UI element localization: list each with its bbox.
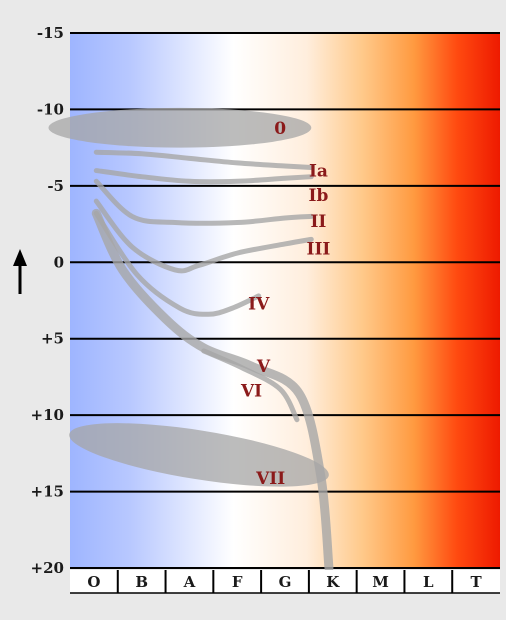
band-vi [201,348,300,423]
y-tick-label: -15 [37,24,64,42]
y-tick-label: +20 [31,559,64,577]
spectral-class-label: O [87,573,100,591]
label-ia: Ia [309,162,328,182]
y-tick-label: -5 [47,177,64,195]
spectral-class-label: M [372,573,389,591]
spectral-class-label: G [279,573,292,591]
band-ib [93,168,314,185]
band-iv [93,210,262,317]
y-axis-arrow-head [13,249,27,266]
y-tick-label: +10 [31,406,64,424]
label-v: V [256,357,271,377]
y-tick-label: +15 [31,483,64,501]
y-tick-label: 0 [54,253,64,271]
band-iii [93,198,314,274]
spectral-class-label: A [183,573,196,591]
label-iv: IV [248,295,270,315]
region-0 [48,107,312,148]
x-axis-strip [70,570,500,593]
y-tick-label: +5 [41,330,64,348]
spectral-class-label: K [326,573,340,591]
spectral-class-label: F [232,573,243,591]
spectral-class-label: T [471,573,483,591]
spectral-class-label: L [423,573,434,591]
band-ii [93,178,314,226]
label-vii: VII [255,469,285,489]
band-v [91,208,334,573]
y-axis: -15 -10 -5 0 +5 +10 +15 +20 [31,24,64,577]
label-ii: II [310,212,326,232]
label-0: 0 [274,119,286,139]
band-ia [93,149,314,171]
y-tick-label: -10 [37,100,64,118]
spectral-class-label: B [135,573,148,591]
label-iii: III [307,240,331,260]
y-axis-arrow [13,249,27,294]
label-ib: Ib [309,186,329,206]
label-vi: VI [240,382,262,402]
luminosity-class-bands [48,107,334,573]
region-vii [69,423,329,487]
